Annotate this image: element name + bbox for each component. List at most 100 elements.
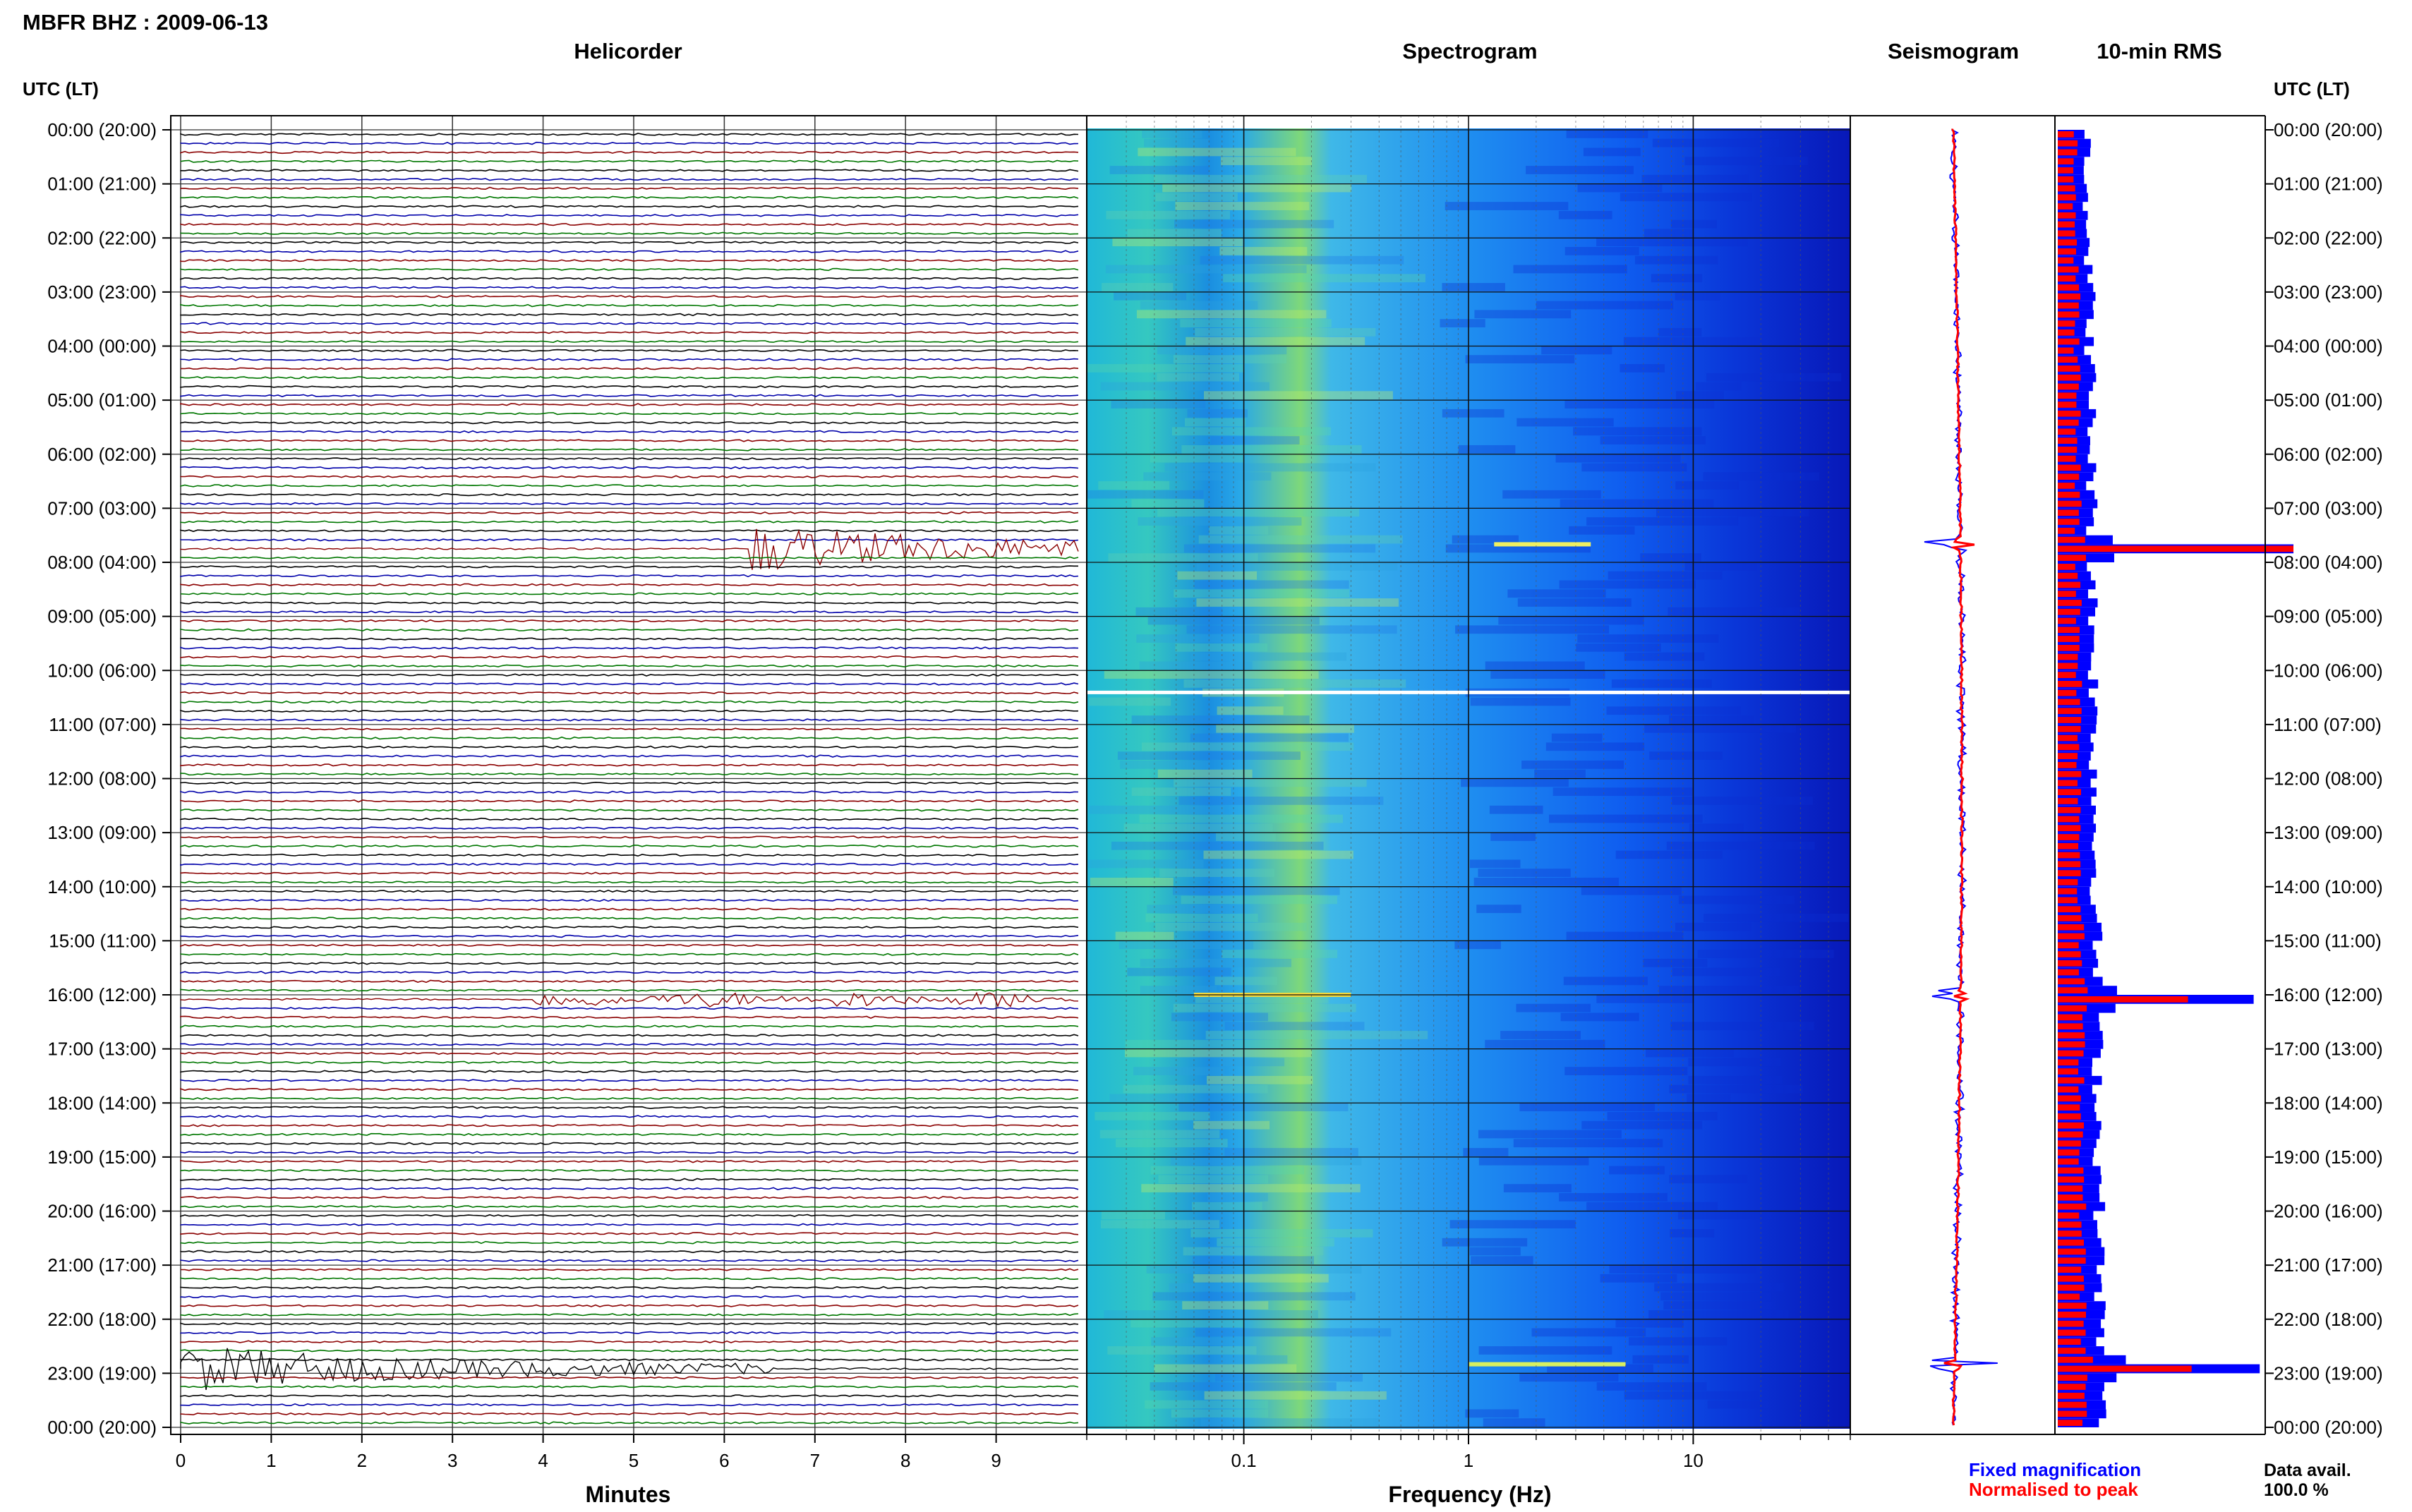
spectrogram-strip bbox=[1646, 1048, 1734, 1058]
spectrogram-strip bbox=[1442, 1238, 1528, 1247]
rms-bar-normalised bbox=[2058, 672, 2076, 679]
spectrogram-strip bbox=[1187, 409, 1248, 418]
spectrogram-strip bbox=[1688, 1058, 1781, 1067]
rms-bar-normalised bbox=[2058, 617, 2076, 624]
helicorder-trace bbox=[180, 159, 1079, 163]
rms-bar-normalised bbox=[2058, 545, 2293, 552]
spectrogram-strip bbox=[1196, 562, 1398, 571]
rms-bar-normalised bbox=[2058, 239, 2078, 246]
rms-bar-normalised bbox=[2058, 1338, 2081, 1345]
spectrogram-strip bbox=[1157, 769, 1253, 778]
spectrogram-strip bbox=[1600, 1274, 1677, 1283]
helicorder-trace bbox=[180, 456, 1079, 461]
rms-bar-normalised bbox=[2058, 383, 2079, 390]
spectrogram-strip bbox=[1220, 1355, 1288, 1364]
spectrogram-strip bbox=[1669, 715, 1754, 724]
helicorder-trace bbox=[180, 1168, 1079, 1173]
spectrogram-strip bbox=[1569, 526, 1635, 535]
helicorder-trace bbox=[180, 1295, 1079, 1299]
spectrogram-strip bbox=[1442, 283, 1505, 291]
rms-bar-normalised bbox=[2058, 915, 2082, 921]
rms-bar-normalised bbox=[2058, 789, 2081, 796]
minutes-axis-label: Minutes bbox=[586, 1482, 671, 1507]
spectrogram-strip bbox=[1442, 409, 1505, 418]
helicorder-trace bbox=[180, 979, 1079, 984]
rms-bar-normalised bbox=[2058, 653, 2078, 660]
spectrogram-strip bbox=[1116, 1139, 1228, 1148]
spectrogram-strip bbox=[1198, 535, 1403, 544]
spectrogram-strip bbox=[1136, 634, 1260, 643]
spectrogram-strip bbox=[1136, 310, 1327, 319]
rms-bar-normalised bbox=[2058, 302, 2079, 309]
spectrogram-strip bbox=[1152, 1292, 1356, 1301]
rms-bar-normalised bbox=[2058, 564, 2075, 570]
spectrogram-strip bbox=[1214, 1373, 1363, 1382]
helicorder-trace bbox=[180, 177, 1079, 181]
rms-bar-normalised bbox=[2058, 437, 2078, 444]
spectrogram-strip bbox=[1178, 1103, 1349, 1112]
rms-bar-normalised bbox=[2058, 1194, 2083, 1201]
spectrogram-strip bbox=[1660, 1292, 1772, 1301]
time-tick-right: 17:00 (13:00) bbox=[2274, 1039, 2383, 1060]
spectrogram-strip bbox=[1150, 1166, 1304, 1175]
helicorder-trace bbox=[180, 583, 1079, 587]
spectrogram-strip bbox=[1169, 1283, 1240, 1292]
rms-bar-normalised bbox=[2058, 581, 2081, 588]
rms-bar-normalised bbox=[2058, 500, 2082, 507]
spectrogram-strip bbox=[1485, 661, 1585, 670]
helicorder-trace bbox=[180, 367, 1079, 370]
rms-bar-normalised bbox=[2058, 1005, 2087, 1012]
time-axis-label-right: UTC (LT) bbox=[2274, 78, 2350, 99]
helicorder-trace bbox=[180, 772, 1079, 776]
minute-tick-label: 0 bbox=[176, 1450, 186, 1471]
helicorder-trace bbox=[180, 917, 1079, 920]
spectrogram-strip bbox=[1098, 481, 1170, 490]
helicorder-trace bbox=[180, 1250, 1079, 1254]
spectrogram-strip bbox=[1095, 1112, 1210, 1120]
spectrogram-strip bbox=[1112, 238, 1243, 247]
helicorder-trace bbox=[180, 1240, 1079, 1245]
spectrogram-strip bbox=[1669, 1175, 1748, 1184]
spectrogram-strip bbox=[1483, 1418, 1545, 1427]
helicorder-trace bbox=[180, 673, 1079, 677]
spectrogram-strip bbox=[1678, 895, 1795, 905]
rms-bar-normalised bbox=[2058, 725, 2081, 732]
spectrogram-strip bbox=[1519, 1103, 1656, 1112]
spectrogram-strip bbox=[1173, 1003, 1356, 1012]
rms-bar-normalised bbox=[2058, 600, 2082, 606]
time-tick-right: 20:00 (16:00) bbox=[2274, 1201, 2383, 1222]
spectrogram-strip bbox=[1190, 652, 1347, 661]
spectrogram-strip bbox=[1608, 571, 1723, 580]
rms-bar-normalised bbox=[2058, 221, 2075, 228]
helicorder-trace bbox=[180, 835, 1079, 839]
spectrogram-strip bbox=[1127, 967, 1231, 976]
time-tick-left: 00:00 (20:00) bbox=[47, 1417, 157, 1438]
spectrogram-strip bbox=[1583, 147, 1641, 157]
spectrogram-strip bbox=[1195, 327, 1376, 337]
spectrogram-strip bbox=[1171, 1012, 1268, 1022]
time-tick-left: 05:00 (01:00) bbox=[47, 389, 157, 411]
spectrogram-strip bbox=[1623, 337, 1765, 346]
spectrogram-strip bbox=[1596, 238, 1748, 247]
spectrogram-strip bbox=[1186, 625, 1397, 634]
rms-bar-normalised bbox=[2058, 942, 2079, 949]
spectrogram-strip bbox=[1186, 337, 1365, 346]
spectrogram-strip bbox=[1498, 616, 1644, 625]
helicorder-trace bbox=[180, 799, 1079, 803]
spectrogram-event-streak bbox=[1469, 1362, 1626, 1367]
helicorder-trace bbox=[180, 222, 1079, 226]
spectrogram-strip bbox=[1200, 255, 1404, 265]
spectrogram-strip bbox=[1115, 931, 1174, 941]
time-tick-right: 15:00 (11:00) bbox=[2274, 930, 2382, 951]
spectrogram-strip bbox=[1586, 517, 1739, 526]
rms-bar-normalised bbox=[2058, 951, 2081, 957]
spectrogram-strip bbox=[1620, 193, 1752, 202]
rms-bar-normalised bbox=[2058, 897, 2078, 904]
helicorder-trace bbox=[180, 1403, 1079, 1407]
rms-bar-normalised bbox=[2058, 555, 2086, 561]
spectrogram-strip bbox=[1534, 769, 1586, 778]
minute-tick-label: 8 bbox=[900, 1450, 910, 1471]
time-tick-right: 22:00 (18:00) bbox=[2274, 1309, 2383, 1330]
rms-bar-normalised bbox=[2058, 1149, 2080, 1156]
rms-bar-normalised bbox=[2058, 924, 2085, 931]
